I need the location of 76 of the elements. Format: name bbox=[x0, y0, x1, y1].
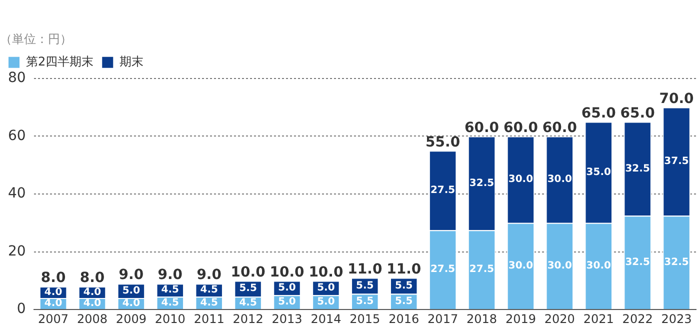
data-label: 35.0 bbox=[586, 166, 611, 178]
data-label: 30.0 bbox=[508, 174, 534, 186]
x-tick-label: 2009 bbox=[116, 312, 146, 326]
total-label: 9.0 bbox=[196, 267, 222, 284]
total-label: 60.0 bbox=[503, 120, 538, 136]
data-label: 5.0 bbox=[278, 296, 296, 308]
data-label: 4.5 bbox=[161, 297, 180, 308]
total-label: 60.0 bbox=[542, 120, 578, 136]
x-tick-label: 2018 bbox=[466, 312, 498, 326]
x-tick-label: 2013 bbox=[272, 312, 302, 326]
total-label: 55.0 bbox=[426, 134, 460, 150]
data-label: 4.0 bbox=[122, 298, 140, 310]
data-label: 30.0 bbox=[586, 260, 611, 272]
data-label: 5.5 bbox=[395, 280, 413, 292]
x-tick-label: 2015 bbox=[350, 312, 380, 326]
y-tick-label: 60 bbox=[8, 128, 26, 144]
total-label: 11.0 bbox=[386, 261, 422, 278]
data-label: 5.0 bbox=[122, 285, 140, 296]
data-label: 4.0 bbox=[83, 298, 102, 310]
data-label: 30.0 bbox=[547, 174, 572, 186]
total-label: 10.0 bbox=[270, 264, 305, 280]
x-tick-label: 2011 bbox=[194, 312, 224, 326]
data-label: 5.5 bbox=[356, 280, 374, 292]
y-tick-label: 40 bbox=[8, 186, 26, 202]
legend-label: 期末 bbox=[120, 54, 144, 69]
total-label: 70.0 bbox=[659, 90, 694, 107]
x-tick-label: 2016 bbox=[388, 312, 420, 326]
total-label: 9.0 bbox=[118, 267, 144, 284]
data-label: 5.0 bbox=[278, 282, 296, 294]
data-label: 5.5 bbox=[239, 283, 257, 294]
total-label: 65.0 bbox=[620, 105, 656, 122]
x-tick-label: 2022 bbox=[622, 312, 653, 326]
x-tick-label: 2007 bbox=[38, 312, 69, 326]
data-label: 30.0 bbox=[508, 260, 534, 272]
data-label: 27.5 bbox=[469, 264, 494, 276]
total-label: 10.0 bbox=[230, 264, 266, 280]
total-label: 10.0 bbox=[308, 264, 344, 280]
total-label: 9.0 bbox=[158, 267, 183, 284]
y-tick-label: 0 bbox=[16, 301, 26, 318]
total-label: 60.0 bbox=[464, 120, 500, 136]
x-tick-label: 2014 bbox=[310, 312, 342, 326]
data-label: 32.5 bbox=[625, 256, 650, 268]
data-label: 4.5 bbox=[161, 284, 180, 296]
data-label: 4.5 bbox=[200, 297, 218, 308]
y-tick-label: 80 bbox=[8, 70, 26, 86]
x-tick-label: 2019 bbox=[505, 312, 536, 326]
data-label: 4.5 bbox=[239, 297, 257, 308]
x-tick-label: 2008 bbox=[76, 312, 108, 326]
data-label: 27.5 bbox=[430, 184, 456, 196]
data-label: 4.0 bbox=[83, 286, 102, 298]
total-label: 65.0 bbox=[581, 105, 616, 122]
data-label: 32.5 bbox=[664, 256, 689, 268]
data-label: 5.0 bbox=[317, 282, 335, 294]
data-label: 5.5 bbox=[356, 296, 374, 307]
total-label: 8.0 bbox=[80, 270, 105, 286]
data-label: 32.5 bbox=[469, 178, 494, 189]
data-label: 5.5 bbox=[395, 296, 413, 307]
data-label: 4.5 bbox=[200, 284, 218, 296]
y-axis-title: （単位：円） bbox=[0, 32, 72, 46]
x-tick-label: 2023 bbox=[661, 312, 692, 326]
data-label: 32.5 bbox=[625, 163, 650, 174]
x-tick-label: 2021 bbox=[583, 312, 614, 326]
x-tick-label: 2012 bbox=[232, 312, 264, 326]
data-label: 30.0 bbox=[547, 260, 572, 272]
legend-label: 第2四半期末 bbox=[26, 54, 94, 69]
data-label: 27.5 bbox=[430, 264, 456, 276]
x-tick-label: 2010 bbox=[154, 312, 186, 326]
data-label: 4.0 bbox=[44, 298, 62, 310]
data-label: 5.0 bbox=[317, 296, 335, 308]
y-tick-label: 20 bbox=[8, 243, 26, 260]
total-label: 11.0 bbox=[348, 261, 382, 278]
data-label: 4.0 bbox=[44, 286, 62, 298]
total-label: 8.0 bbox=[40, 270, 66, 286]
x-tick-label: 2017 bbox=[428, 312, 458, 326]
data-label: 37.5 bbox=[664, 156, 689, 168]
x-tick-label: 2020 bbox=[544, 312, 575, 326]
